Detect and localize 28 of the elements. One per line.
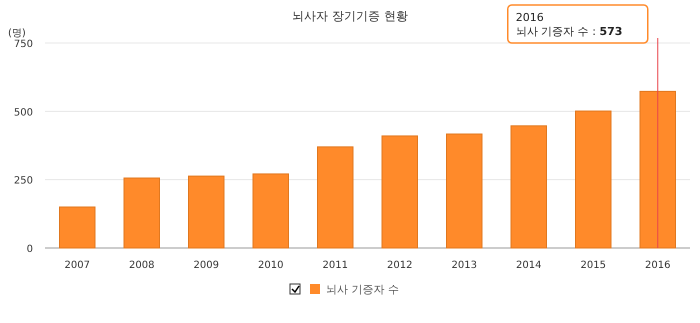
bar — [59, 206, 96, 248]
bar — [252, 173, 289, 248]
x-tick-label: 2014 — [516, 260, 542, 271]
x-tick-label: 2012 — [387, 260, 412, 271]
x-tick-label: 2010 — [258, 260, 284, 271]
x-tick-label: 2011 — [322, 260, 348, 271]
bar — [124, 178, 160, 248]
bar — [446, 134, 482, 248]
chart-title: 뇌사자 장기기증 현황 — [292, 9, 408, 23]
y-tick-label: 0 — [26, 244, 33, 255]
bar — [510, 125, 547, 248]
bar — [382, 135, 418, 248]
bar — [575, 110, 612, 248]
bar — [317, 146, 354, 248]
legend-label: 뇌사 기증자 수 — [326, 283, 399, 296]
x-tick-label: 2007 — [64, 260, 90, 271]
bar — [188, 176, 224, 248]
y-tick-label: 250 — [14, 176, 33, 187]
x-tick-label: 2015 — [580, 260, 606, 271]
y-tick-label: 750 — [14, 39, 33, 50]
y-axis-title: (명) — [8, 28, 26, 39]
x-tick-label: 2013 — [452, 260, 477, 271]
text: 2016 뇌사 기증자 수 : 573 — [516, 11, 622, 38]
x-tick-label: 2009 — [194, 260, 219, 271]
bar — [640, 90, 676, 248]
x-tick-label: 2016 — [645, 260, 670, 271]
x-tick-label: 2008 — [129, 260, 154, 271]
y-tick-label: 500 — [14, 107, 33, 118]
